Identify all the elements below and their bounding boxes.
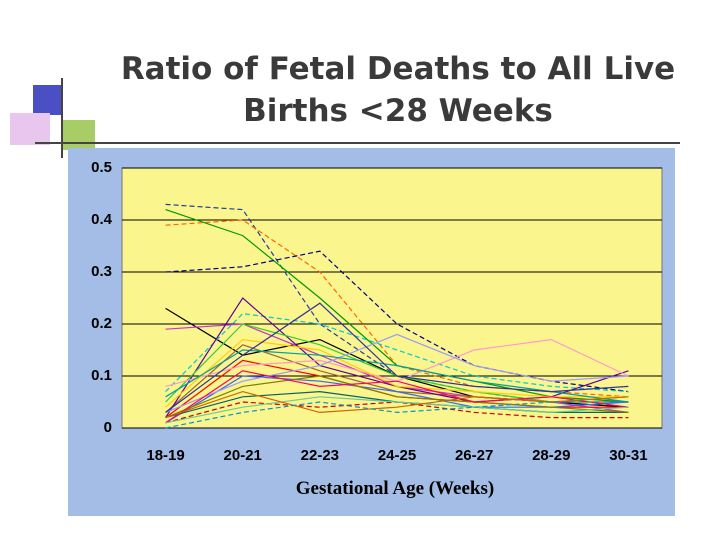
series-line bbox=[165, 370, 629, 424]
x-tick-label: 22-23 bbox=[301, 447, 339, 464]
x-tick-label: 20-21 bbox=[224, 447, 262, 464]
y-tick-label: 0.2 bbox=[91, 315, 112, 332]
series-line bbox=[165, 396, 629, 424]
y-tick-label: 0 bbox=[104, 419, 112, 436]
series-line bbox=[165, 401, 629, 429]
deco-square bbox=[10, 113, 50, 145]
x-tick-label: 18-19 bbox=[146, 447, 184, 464]
y-tick-label: 0.1 bbox=[91, 367, 112, 384]
deco-square bbox=[33, 85, 63, 115]
x-tick-label: 24-25 bbox=[378, 447, 416, 464]
title-line: Births <28 Weeks bbox=[243, 93, 553, 129]
title-line: Ratio of Fetal Deaths to All Live bbox=[121, 51, 675, 87]
series-line bbox=[165, 390, 629, 419]
series-line bbox=[165, 375, 629, 419]
x-axis-title: Gestational Age (Weeks) bbox=[296, 478, 494, 499]
x-tick-label: 28-29 bbox=[532, 447, 570, 464]
series-line bbox=[165, 333, 629, 413]
x-tick-label: 30-31 bbox=[609, 447, 647, 464]
series-line bbox=[165, 302, 629, 413]
deco-square bbox=[62, 120, 95, 150]
x-tick-label: 26-27 bbox=[455, 447, 493, 464]
series-line bbox=[165, 312, 629, 393]
y-tick-label: 0.4 bbox=[91, 211, 113, 228]
y-tick-label: 0.5 bbox=[91, 159, 112, 176]
y-tick-label: 0.3 bbox=[91, 263, 112, 280]
